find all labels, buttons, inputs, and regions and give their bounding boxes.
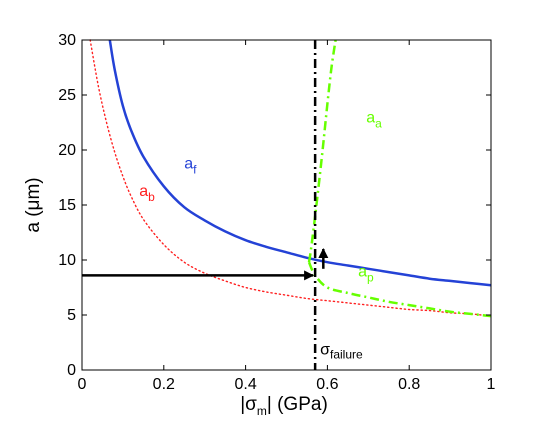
curve-label-a-b: ab (139, 183, 155, 204)
y-tick-label: 10 (58, 252, 76, 269)
series-line-a-p (307, 261, 492, 318)
plot-layer: σfailure af ab aa ap (82, 39, 492, 370)
x-tick-label: 0.2 (153, 376, 175, 393)
series-line-a-b (89, 39, 492, 317)
curve-label-a-p: ap (358, 264, 374, 285)
x-tick-label: 0.4 (234, 376, 256, 393)
series-line-a-a (307, 39, 337, 263)
y-tick-label: 15 (58, 197, 76, 214)
plot-frame (81, 39, 492, 371)
y-tick-label: 5 (67, 307, 76, 324)
curve-label-a-a: aa (366, 110, 382, 131)
x-axis-label: |σm| (GPa) (240, 394, 328, 418)
y-tick-label: 20 (58, 142, 76, 159)
x-tick-label: 1 (487, 376, 496, 393)
x-tick-label: 0 (78, 376, 87, 393)
x-tick-label: 0.6 (316, 376, 338, 393)
series-line-a-f (108, 39, 492, 287)
y-tick-label: 25 (58, 87, 76, 104)
failure-label: σfailure (320, 342, 363, 362)
x-tick-label: 0.8 (398, 376, 420, 393)
y-tick-label: 30 (58, 32, 76, 49)
y-tick-label: 0 (67, 362, 76, 379)
y-axis-label: a (μm) (23, 177, 44, 232)
curve-label-a-f: af (184, 156, 197, 177)
